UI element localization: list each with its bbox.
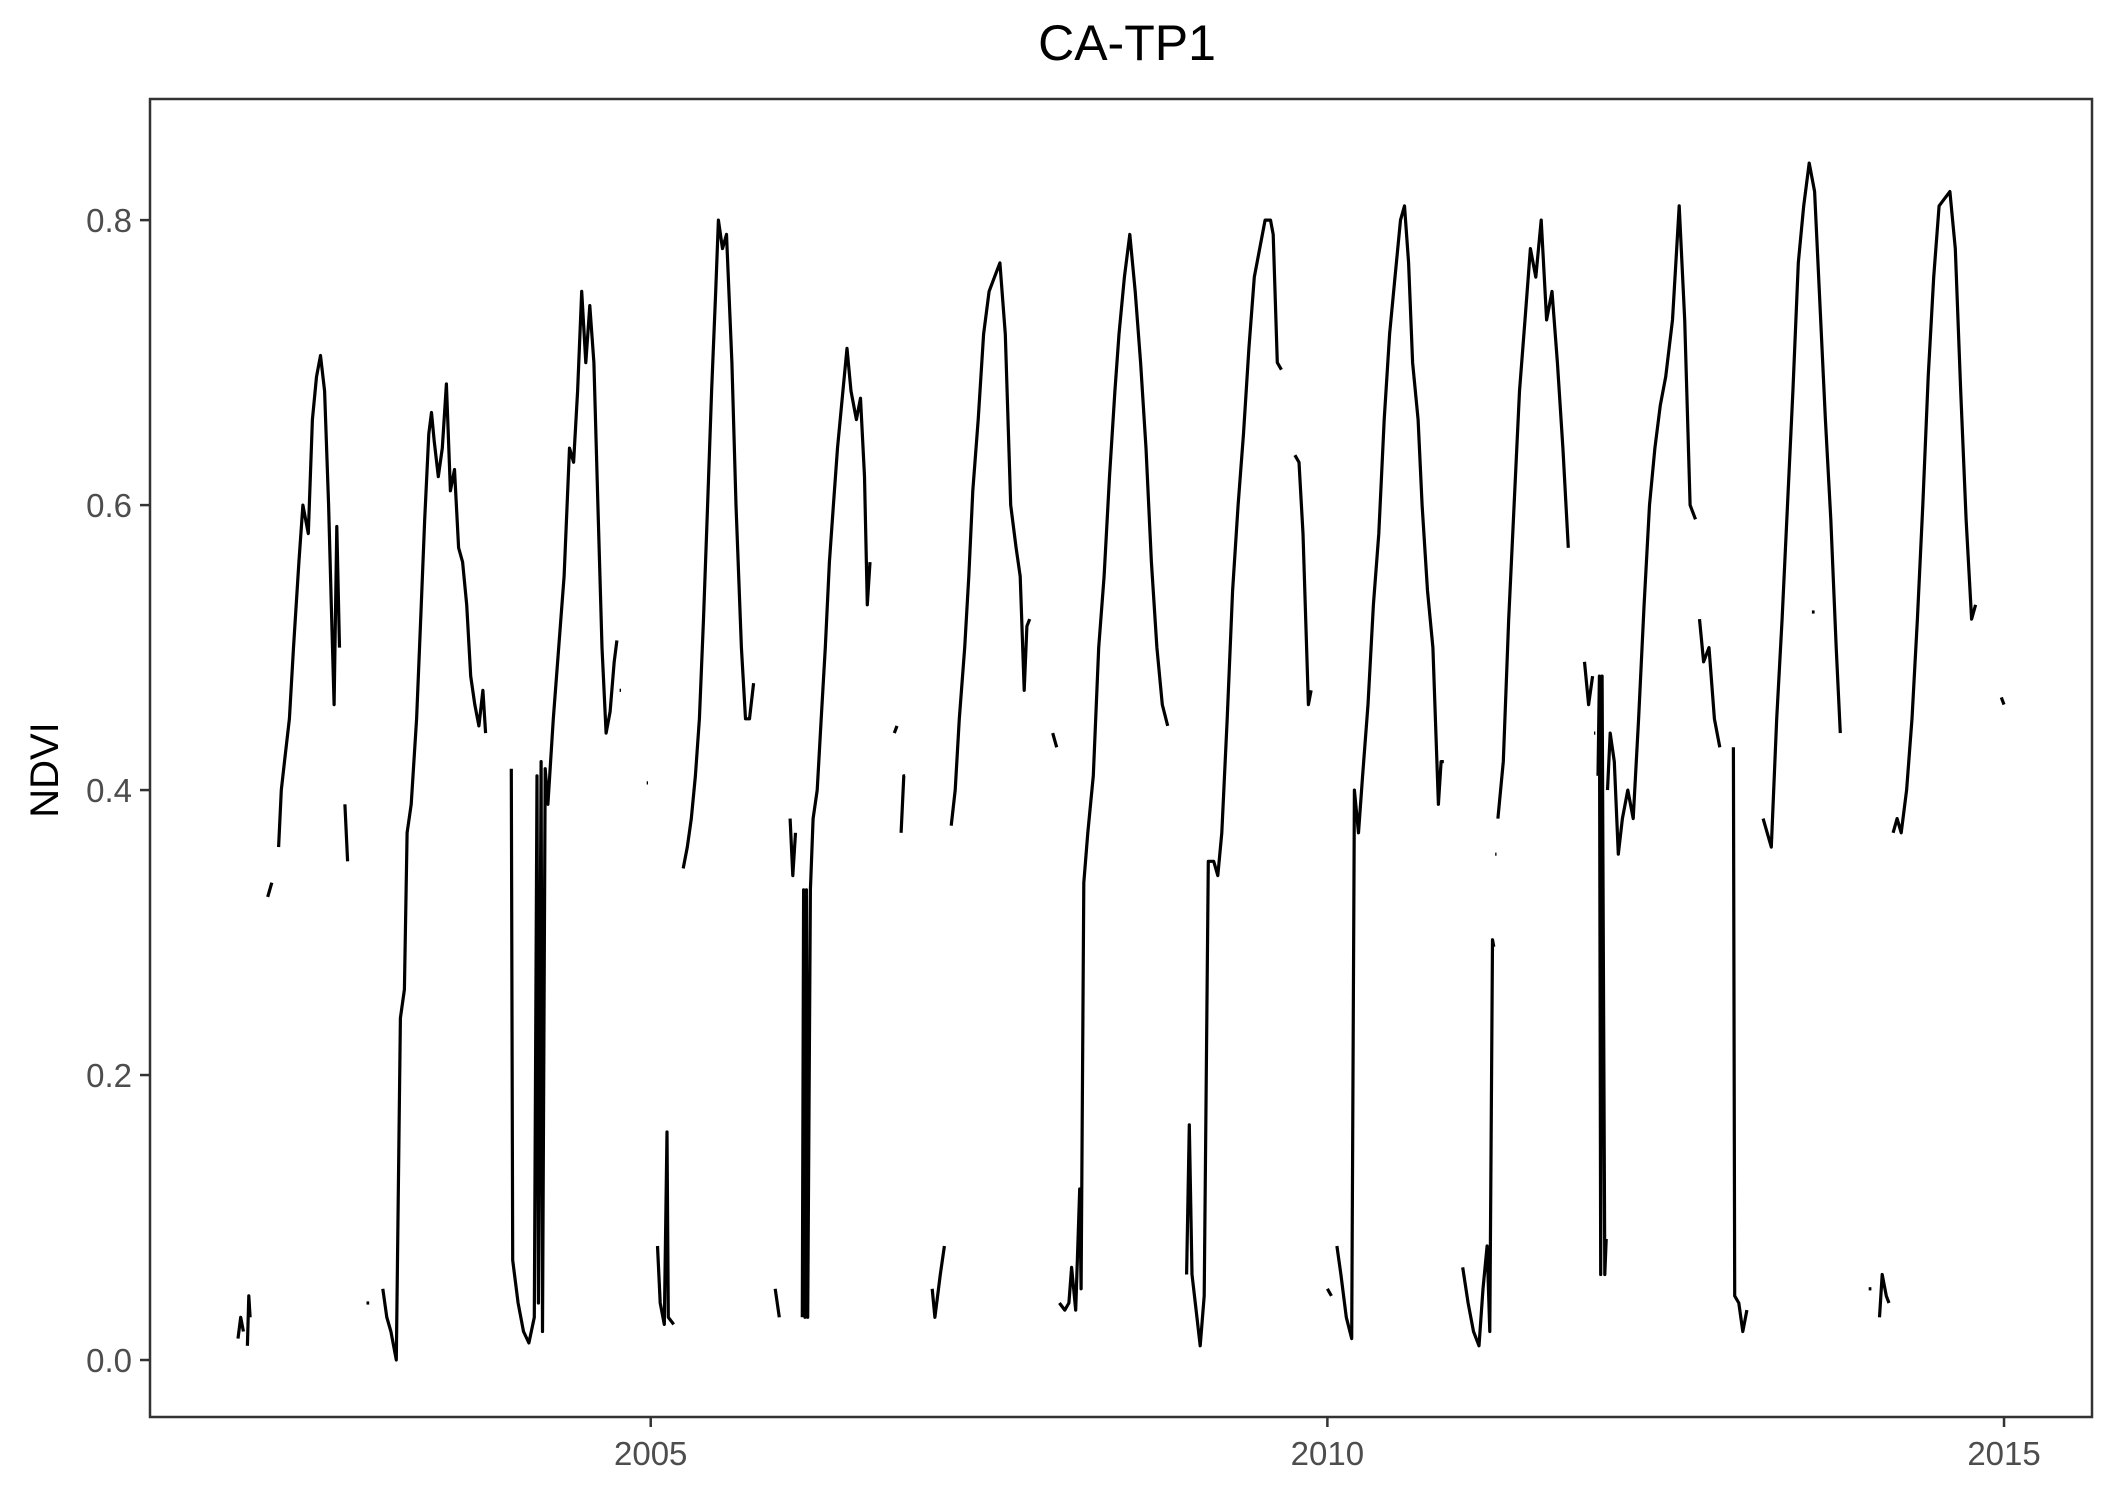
ndvi-line-segment [1877, 1272, 1891, 1318]
ndvi-line-segment [930, 1245, 946, 1319]
ndvi-line-segment [1185, 218, 1283, 1348]
ndvi-line-segment [266, 882, 274, 898]
ndvi-line-segment [773, 1288, 781, 1318]
ndvi-line-segment [788, 818, 798, 878]
x-tick-label: 2015 [1967, 1435, 2040, 1472]
ndvi-line-segment [1058, 232, 1170, 1312]
ndvi-line-segment [655, 1130, 675, 1326]
ndvi-line-segment [381, 382, 488, 1362]
ndvi-line-segment [800, 346, 872, 1319]
ndvi-line-segment [681, 218, 756, 869]
ndvi-line-segment [1582, 661, 1595, 707]
ndvi-line-segment [1731, 747, 1749, 1334]
ndvi-line-segment [1496, 218, 1570, 819]
x-tick-label: 2005 [614, 1435, 687, 1472]
ndvi-line-segment [236, 1315, 245, 1339]
ndvi-line-segment [245, 1294, 252, 1346]
ndvi-line-segment [1326, 1288, 1333, 1297]
y-tick-label: 0.6 [86, 487, 132, 524]
y-tick-label: 0.2 [86, 1057, 132, 1094]
x-axis: 2005 2010 2015 [614, 1417, 2041, 1472]
ndvi-line-segment [277, 353, 342, 848]
chart-title: CA-TP1 [1038, 15, 1216, 71]
ndvi-line-segment [1335, 204, 1444, 1341]
ndvi-line-segment [1999, 696, 2006, 706]
ndvi-line-segment [1761, 161, 1842, 849]
ndvi-line-segment [949, 261, 1032, 826]
ndvi-line-segment [1051, 732, 1059, 748]
ndvi-line-segment [509, 289, 619, 1345]
ndvi-line-segment [1461, 938, 1496, 1348]
ndvi-line-segment [899, 774, 906, 833]
y-axis: 0.0 0.2 0.4 0.6 0.8 [86, 202, 150, 1379]
y-tick-label: 0.0 [86, 1342, 132, 1379]
y-tick-label: 0.8 [86, 202, 132, 239]
y-tick-label: 0.4 [86, 772, 132, 809]
ndvi-line-segment [1891, 190, 1978, 835]
ndvi-line-segment [1293, 454, 1313, 707]
ndvi-line-segment [1596, 674, 1608, 1277]
ndvi-line-segment [1605, 204, 1697, 856]
series-ndvi [236, 161, 2006, 1362]
x-tick-label: 2010 [1291, 1435, 1364, 1472]
y-axis-title: NDVI [23, 722, 67, 818]
ndvi-line-segment [892, 725, 899, 734]
ndvi-line-segment [1697, 618, 1722, 748]
ndvi-line-segment [343, 804, 350, 862]
